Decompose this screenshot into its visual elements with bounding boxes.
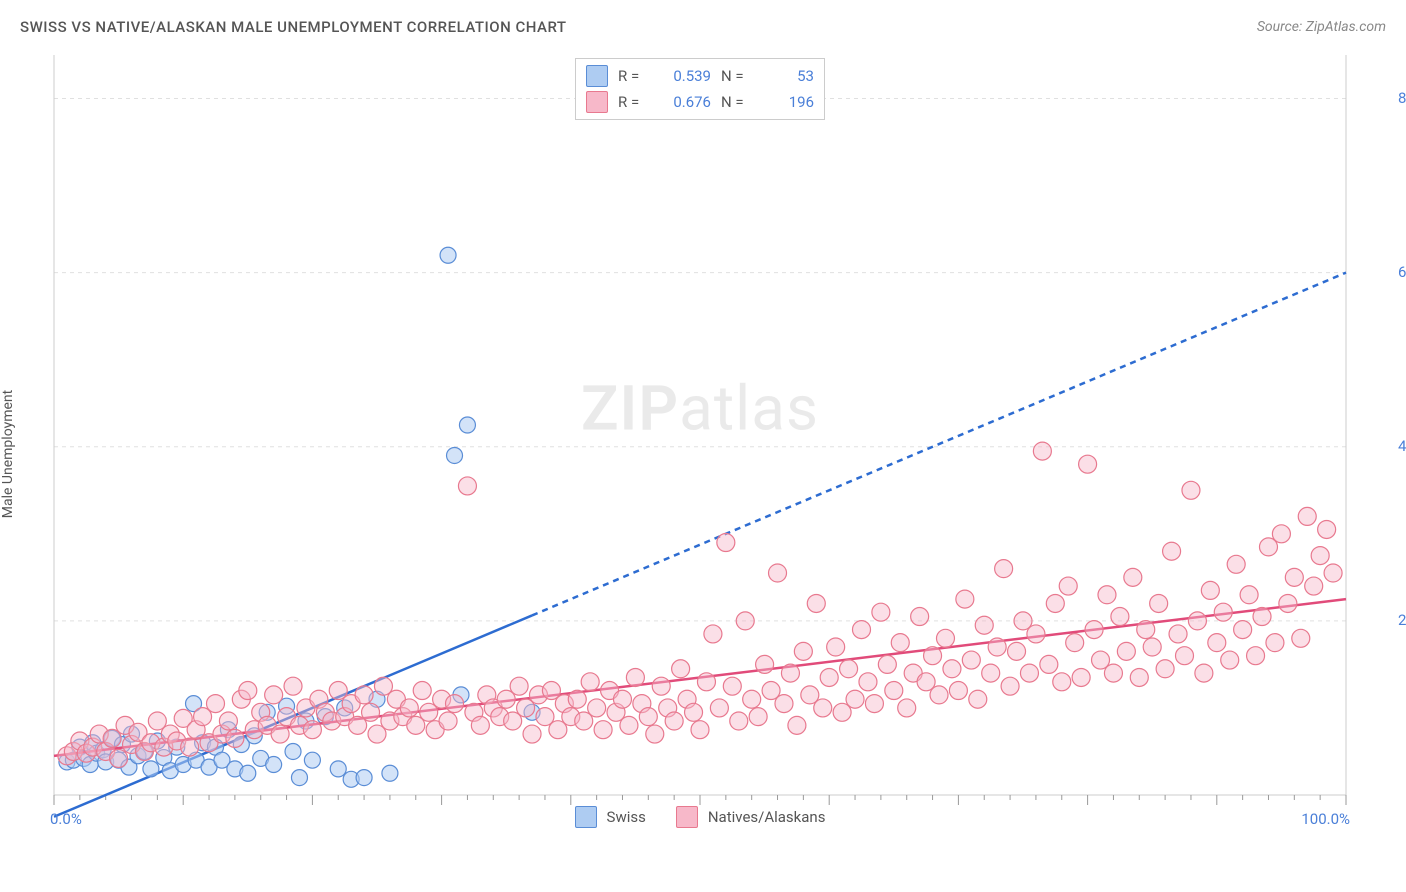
legend-label-swiss: Swiss xyxy=(607,808,646,826)
y-axis-tick-label: 60.0% xyxy=(1398,263,1406,281)
correlation-legend: R = 0.539 N = 53 R = 0.676 N = 196 xyxy=(575,58,825,120)
swatch-natives xyxy=(676,806,698,828)
legend-natives-N: 196 xyxy=(759,93,814,111)
swatch-swiss xyxy=(586,65,608,87)
swatch-swiss xyxy=(575,806,597,828)
chart-plot-area: R = 0.539 N = 53 R = 0.676 N = 196 ZIPat… xyxy=(50,55,1350,825)
y-axis-label: Male Unemployment xyxy=(0,390,16,518)
legend-R-label: R = xyxy=(618,93,646,111)
chart-title: SWISS VS NATIVE/ALASKAN MALE UNEMPLOYMEN… xyxy=(20,18,567,36)
chart-source: Source: ZipAtlas.com xyxy=(1257,19,1386,35)
legend-item-swiss: Swiss xyxy=(575,806,646,828)
legend-label-natives: Natives/Alaskans xyxy=(708,808,826,826)
y-axis-tick-label: 80.0% xyxy=(1398,89,1406,107)
legend-natives-R: 0.676 xyxy=(656,93,711,111)
series-legend: Swiss Natives/Alaskans xyxy=(50,806,1350,828)
legend-swiss-R: 0.539 xyxy=(656,67,711,85)
legend-row-swiss: R = 0.539 N = 53 xyxy=(586,63,814,89)
legend-N-label: N = xyxy=(721,67,749,85)
legend-N-label: N = xyxy=(721,93,749,111)
legend-swiss-N: 53 xyxy=(759,67,814,85)
legend-item-natives: Natives/Alaskans xyxy=(676,806,826,828)
y-axis-tick-label: 40.0% xyxy=(1398,437,1406,455)
legend-row-natives: R = 0.676 N = 196 xyxy=(586,89,814,115)
legend-R-label: R = xyxy=(618,67,646,85)
y-axis-tick-label: 20.0% xyxy=(1398,611,1406,629)
swatch-natives xyxy=(586,91,608,113)
